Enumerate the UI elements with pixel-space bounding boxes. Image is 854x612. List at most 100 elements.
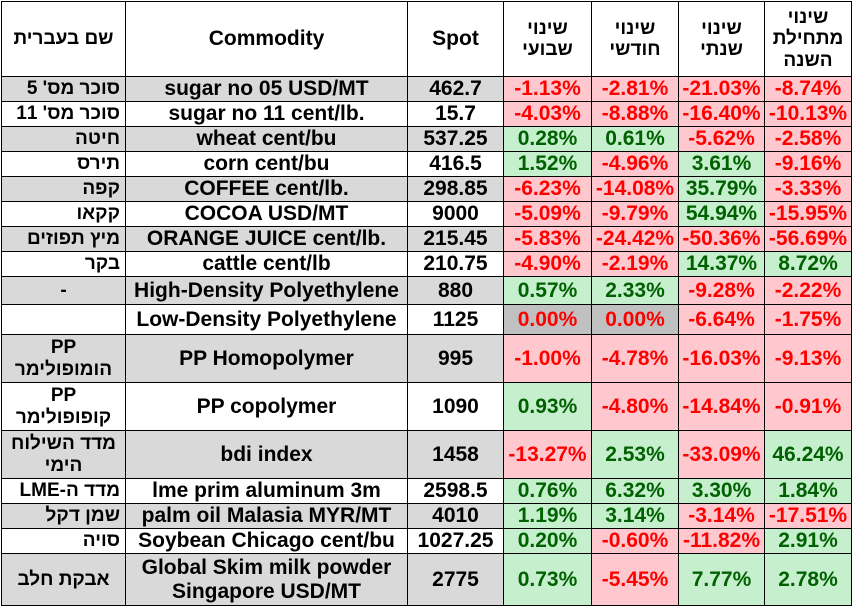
annual-change-cell: -33.09% [678,430,765,479]
header-ytd-change: שינוי מתחילת השנה [764,1,852,77]
commodity-cell: corn cent/bu [125,151,408,177]
ytd-change-cell: -9.16% [764,151,852,177]
hebrew-name-cell: סוכר מס' 5 [1,76,126,102]
ytd-change-cell: 1.84% [764,478,852,504]
monthly-change-cell: -8.88% [591,101,679,127]
annual-change-cell: -6.64% [678,304,765,335]
hebrew-name-cell: - [1,276,126,305]
hebrew-name-cell: חיטה [1,126,126,152]
annual-change-cell: -9.28% [678,276,765,305]
monthly-change-cell: -4.80% [591,382,679,431]
spot-price-cell: 537.25 [407,126,504,152]
table-row: קקאו COCOA USD/MT 9000 -5.09% -9.79% 54.94% -1… [1,201,852,227]
hebrew-name-cell: בקר [1,251,126,277]
commodity-cell: palm oil Malasia MYR/MT [125,503,408,529]
commodity-cell: bdi index [125,430,408,479]
spot-price-cell: 15.7 [407,101,504,127]
table-row: סוכר מס' 5 sugar no 05 USD/MT 462.7 -1.13% -… [1,76,852,102]
table-row: קפה COFFEE cent/lb. 298.85 -6.23% -14.08% 35.… [1,176,852,202]
hebrew-name-cell: מדד ה-LME [1,478,126,504]
monthly-change-cell: -24.42% [591,226,679,252]
ytd-change-cell: -10.13% [764,101,852,127]
commodity-cell: sugar no 05 USD/MT [125,76,408,102]
monthly-change-cell: -0.60% [591,528,679,554]
table-row: מדד ה-LME lme prim aluminum 3m 2598.5 0.76%… [1,478,852,504]
hebrew-name-cell: תירס [1,151,126,177]
weekly-change-cell: 0.28% [503,126,592,152]
spot-price-cell: 880 [407,276,504,305]
hebrew-name-cell: PP הומופולימר [1,334,126,383]
spot-price-cell: 1027.25 [407,528,504,554]
monthly-change-cell: 0.61% [591,126,679,152]
hebrew-name-cell: PP קופופולימר [1,382,126,431]
ytd-change-cell: -1.75% [764,304,852,335]
table-row: תירס corn cent/bu 416.5 1.52% -4.96% 3.61% -9.… [1,151,852,177]
weekly-change-cell: 1.19% [503,503,592,529]
spot-price-cell: 210.75 [407,251,504,277]
table-body: סוכר מס' 5 sugar no 05 USD/MT 462.7 -1.13% -… [1,76,852,606]
spot-price-cell: 462.7 [407,76,504,102]
header-row: שם בעברית Commodity Spot שינוי שבועי שינ… [1,1,852,77]
spot-price-cell: 4010 [407,503,504,529]
commodity-cell: Global Skim milk powder Singapore USD/MT [125,553,408,606]
commodity-cell: cattle cent/lb [125,251,408,277]
commodity-cell: PP Homopolymer [125,334,408,383]
table-row: Low-Density Polyethylene 1125 0.00% 0.00% -6… [1,304,852,335]
hebrew-name-cell: שמן דקל [1,503,126,529]
spot-price-cell: 1125 [407,304,504,335]
table-row: PP הומופולימר PP Homopolymer 995 -1.00% -4.7… [1,334,852,383]
commodity-cell: Low-Density Polyethylene [125,304,408,335]
annual-change-cell: -21.03% [678,76,765,102]
monthly-change-cell: -5.45% [591,553,679,606]
ytd-change-cell: -56.69% [764,226,852,252]
annual-change-cell: -11.82% [678,528,765,554]
monthly-change-cell: 0.00% [591,304,679,335]
header-hebrew-name: שם בעברית [1,1,126,77]
hebrew-name-cell: אבקת חלב [1,553,126,606]
spot-price-cell: 416.5 [407,151,504,177]
weekly-change-cell: -1.00% [503,334,592,383]
spot-price-cell: 2598.5 [407,478,504,504]
header-annual-change: שינוי שנתי [678,1,765,77]
weekly-change-cell: -5.83% [503,226,592,252]
monthly-change-cell: 3.14% [591,503,679,529]
commodity-cell: ORANGE JUICE cent/lb. [125,226,408,252]
table-row: אבקת חלב Global Skim milk powder Singapor… [1,553,852,606]
hebrew-name-cell [1,304,126,335]
weekly-change-cell: -1.13% [503,76,592,102]
monthly-change-cell: -4.96% [591,151,679,177]
weekly-change-cell: -4.03% [503,101,592,127]
ytd-change-cell: -0.91% [764,382,852,431]
hebrew-name-cell: סויה [1,528,126,554]
annual-change-cell: -14.84% [678,382,765,431]
ytd-change-cell: -2.22% [764,276,852,305]
header-commodity: Commodity [125,1,408,77]
spot-price-cell: 9000 [407,201,504,227]
annual-change-cell: -3.14% [678,503,765,529]
monthly-change-cell: -14.08% [591,176,679,202]
table-row: סויה Soybean Chicago cent/bu 1027.25 0.20% -… [1,528,852,554]
monthly-change-cell: -4.78% [591,334,679,383]
annual-change-cell: -50.36% [678,226,765,252]
ytd-change-cell: -15.95% [764,201,852,227]
table-row: סוכר מס' 11 sugar no 11 cent/lb. 15.7 -4.03… [1,101,852,127]
annual-change-cell: -16.40% [678,101,765,127]
table-row: PP קופופולימר PP copolymer 1090 0.93% -4.80%… [1,382,852,431]
ytd-change-cell: 2.91% [764,528,852,554]
ytd-change-cell: -17.51% [764,503,852,529]
annual-change-cell: 35.79% [678,176,765,202]
annual-change-cell: -5.62% [678,126,765,152]
table-row: חיטה wheat cent/bu 537.25 0.28% 0.61% -5.62% -… [1,126,852,152]
ytd-change-cell: -3.33% [764,176,852,202]
header-monthly-change: שינוי חודשי [591,1,679,77]
commodity-cell: lme prim aluminum 3m [125,478,408,504]
header-weekly-change: שינוי שבועי [503,1,592,77]
ytd-change-cell: 2.78% [764,553,852,606]
commodity-cell: High-Density Polyethylene [125,276,408,305]
weekly-change-cell: 0.93% [503,382,592,431]
weekly-change-cell: 0.00% [503,304,592,335]
commodity-cell: Soybean Chicago cent/bu [125,528,408,554]
annual-change-cell: 7.77% [678,553,765,606]
table-row: בקר cattle cent/lb 210.75 -4.90% -2.19% 14.37… [1,251,852,277]
